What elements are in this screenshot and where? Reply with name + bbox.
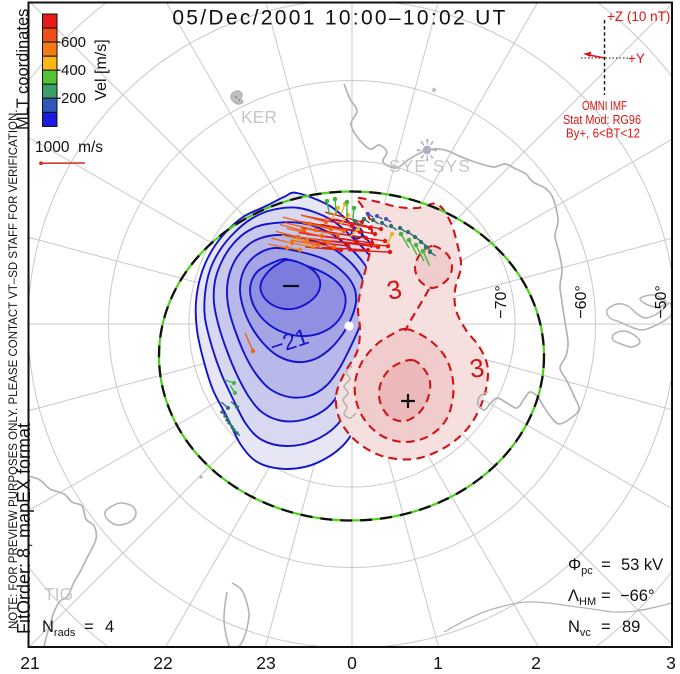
svg-text:200: 200 (61, 90, 86, 107)
svg-text:NOTE: FOR PREVIEW PURPOSES ONL: NOTE: FOR PREVIEW PURPOSES ONLY. PLEASE … (8, 110, 20, 630)
svg-text:3: 3 (384, 274, 404, 306)
svg-text:3: 3 (468, 352, 487, 384)
svg-text:400: 400 (61, 62, 86, 79)
svg-text:1000 m/s: 1000 m/s (35, 139, 103, 156)
svg-text:Nrads=4: Nrads = 4 (42, 618, 114, 639)
svg-text:21: 21 (20, 653, 39, 673)
svg-text:KER: KER (241, 107, 277, 127)
svg-text:23: 23 (256, 653, 275, 673)
svg-text:600: 600 (61, 34, 86, 51)
svg-text:SYE SYS: SYE SYS (389, 156, 471, 176)
svg-text:−70°: −70° (493, 285, 510, 319)
svg-text:+Z (10 nT): +Z (10 nT) (607, 9, 670, 24)
svg-text:3: 3 (666, 653, 676, 673)
svg-text:TIG: TIG (44, 584, 73, 604)
svg-text:ΛHM=−66°: ΛHM = −66° (568, 587, 655, 608)
svg-text:2: 2 (531, 653, 541, 673)
svg-text:Nvc=89: Nvc = 89 (568, 618, 640, 639)
svg-text:By+, 6<BT<12: By+, 6<BT<12 (566, 126, 640, 141)
svg-text:1: 1 (433, 653, 443, 673)
svg-text:MLT coordinates: MLT coordinates (14, 9, 32, 130)
svg-text:Stat Mod: RG96: Stat Mod: RG96 (563, 112, 641, 127)
svg-text:−50°: −50° (653, 285, 670, 319)
svg-text:−60°: −60° (573, 285, 590, 319)
svg-text:OMNI IMF: OMNI IMF (582, 98, 627, 113)
svg-text:22: 22 (153, 653, 172, 673)
svg-text:+Y: +Y (628, 51, 645, 66)
svg-text:0: 0 (347, 653, 357, 673)
svg-text:Vel [m/s]: Vel [m/s] (93, 39, 110, 100)
svg-text:FitOrder: 8, mapEX format: FitOrder: 8, mapEX format (14, 423, 34, 634)
svg-text:Φpc=53 kV: Φpc = 53 kV (568, 556, 663, 577)
svg-text:05/Dec/2001 10:00–10:02 UT: 05/Dec/2001 10:00–10:02 UT (172, 7, 507, 30)
